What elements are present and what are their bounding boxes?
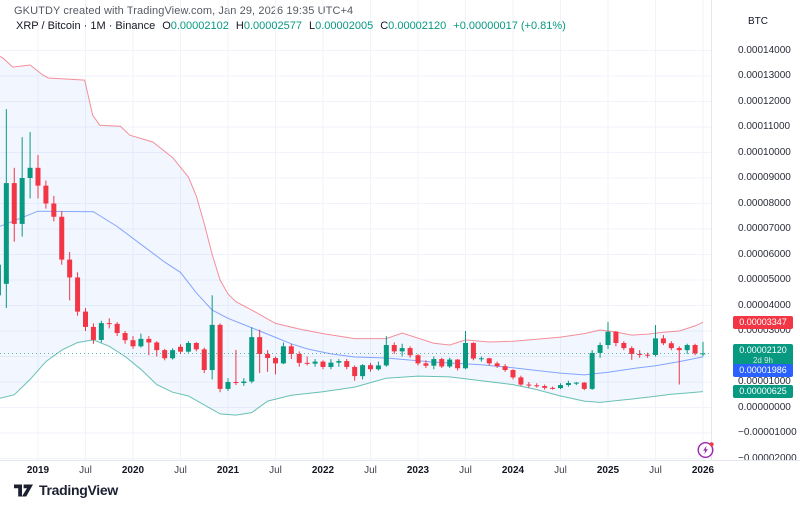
ohlc-low: L0.00002005 xyxy=(308,20,374,32)
price-tick-label: 0.00014000 xyxy=(738,44,791,56)
time-tick-label: Jul xyxy=(459,465,472,476)
price-tick-label: 0.00009000 xyxy=(738,172,791,183)
candlestick-chart-canvas[interactable] xyxy=(0,0,711,460)
chart-legend[interactable]: XRP / Bitcoin · 1M · Binance O0.00002102… xyxy=(16,20,566,32)
time-tick-label: Jul xyxy=(269,465,282,476)
price-tick-label: 0.00010000 xyxy=(738,146,791,158)
tradingview-logo-text: TradingView xyxy=(39,482,118,498)
price-tick-label: −0.00002000 xyxy=(738,452,797,464)
last-price-value: 0.00002120 xyxy=(739,345,787,356)
price-tick-label: 0.00012000 xyxy=(738,95,791,107)
price-tick-label: −0.00001000 xyxy=(738,427,797,438)
axis-currency-label: BTC xyxy=(748,16,768,27)
time-tick-label: Jul xyxy=(649,465,662,476)
time-tick-label: 2023 xyxy=(406,465,430,476)
price-tick-label: 0.00008000 xyxy=(738,197,791,209)
time-tick-label: Jul xyxy=(554,465,567,476)
price-tick-label: 0.00013000 xyxy=(738,70,791,81)
ohlc-open: O0.00002102 xyxy=(162,20,229,32)
time-axis[interactable]: 2019 Jul 2020 Jul 2021 Jul 2022 Jul 2023 Jul 2024 J… xyxy=(0,460,800,478)
price-tick-label: 0.00000000 xyxy=(738,401,791,413)
time-tick-label: 2021 xyxy=(216,465,240,476)
bar-countdown: 2d 9h xyxy=(752,356,774,366)
time-tick-label: 2025 xyxy=(596,465,620,476)
time-tick-label: 2024 xyxy=(501,465,525,476)
price-tick-label: 0.00001000 xyxy=(738,376,791,387)
price-tick-label: 0.00005000 xyxy=(738,274,791,285)
bottom-bar: TradingView xyxy=(0,478,800,508)
symbol-title[interactable]: XRP / Bitcoin · 1M · Binance xyxy=(16,20,156,32)
price-tick-label: 0.00004000 xyxy=(738,299,791,311)
price-tick-label: 0.00007000 xyxy=(738,223,791,234)
basis-band-price-badge: 0.00001986 xyxy=(733,363,793,377)
upper-band-price-badge: 0.00003347 xyxy=(733,315,793,329)
price-change: +0.00000017 (+0.81%) xyxy=(453,20,566,32)
time-tick-label: 2020 xyxy=(121,465,145,476)
time-tick-label: 2022 xyxy=(311,465,335,476)
ohlc-high: H0.00002577 xyxy=(235,20,302,32)
time-tick-label: 2019 xyxy=(26,465,50,476)
lower-band-price-badge: 0.00000625 xyxy=(733,385,793,399)
time-tick-label: Jul xyxy=(174,465,187,476)
price-tick-label: 0.00011000 xyxy=(738,121,791,132)
tradingview-logo-mark xyxy=(14,484,33,496)
price-axis[interactable]: BTC 0.00014000 0.00013000 0.00012000 0.0001… xyxy=(711,0,800,464)
time-tick-label: Jul xyxy=(364,465,377,476)
last-price-badge: 0.00002120 2d 9h xyxy=(733,344,793,368)
price-tick-label: 0.00006000 xyxy=(738,248,791,260)
price-tick-label: 0.00003000 xyxy=(738,325,791,336)
time-tick-label: 2026 xyxy=(691,465,715,476)
tradingview-logo[interactable]: TradingView xyxy=(13,482,118,498)
time-tick-label: Jul xyxy=(79,465,92,476)
lightning-alert-button[interactable] xyxy=(696,440,716,460)
lightning-bolt-icon xyxy=(697,441,714,459)
watermark-text: GKUTDY created with TradingView.com, Jan… xyxy=(14,5,354,17)
ohlc-close: C0.00002120 xyxy=(380,20,447,32)
